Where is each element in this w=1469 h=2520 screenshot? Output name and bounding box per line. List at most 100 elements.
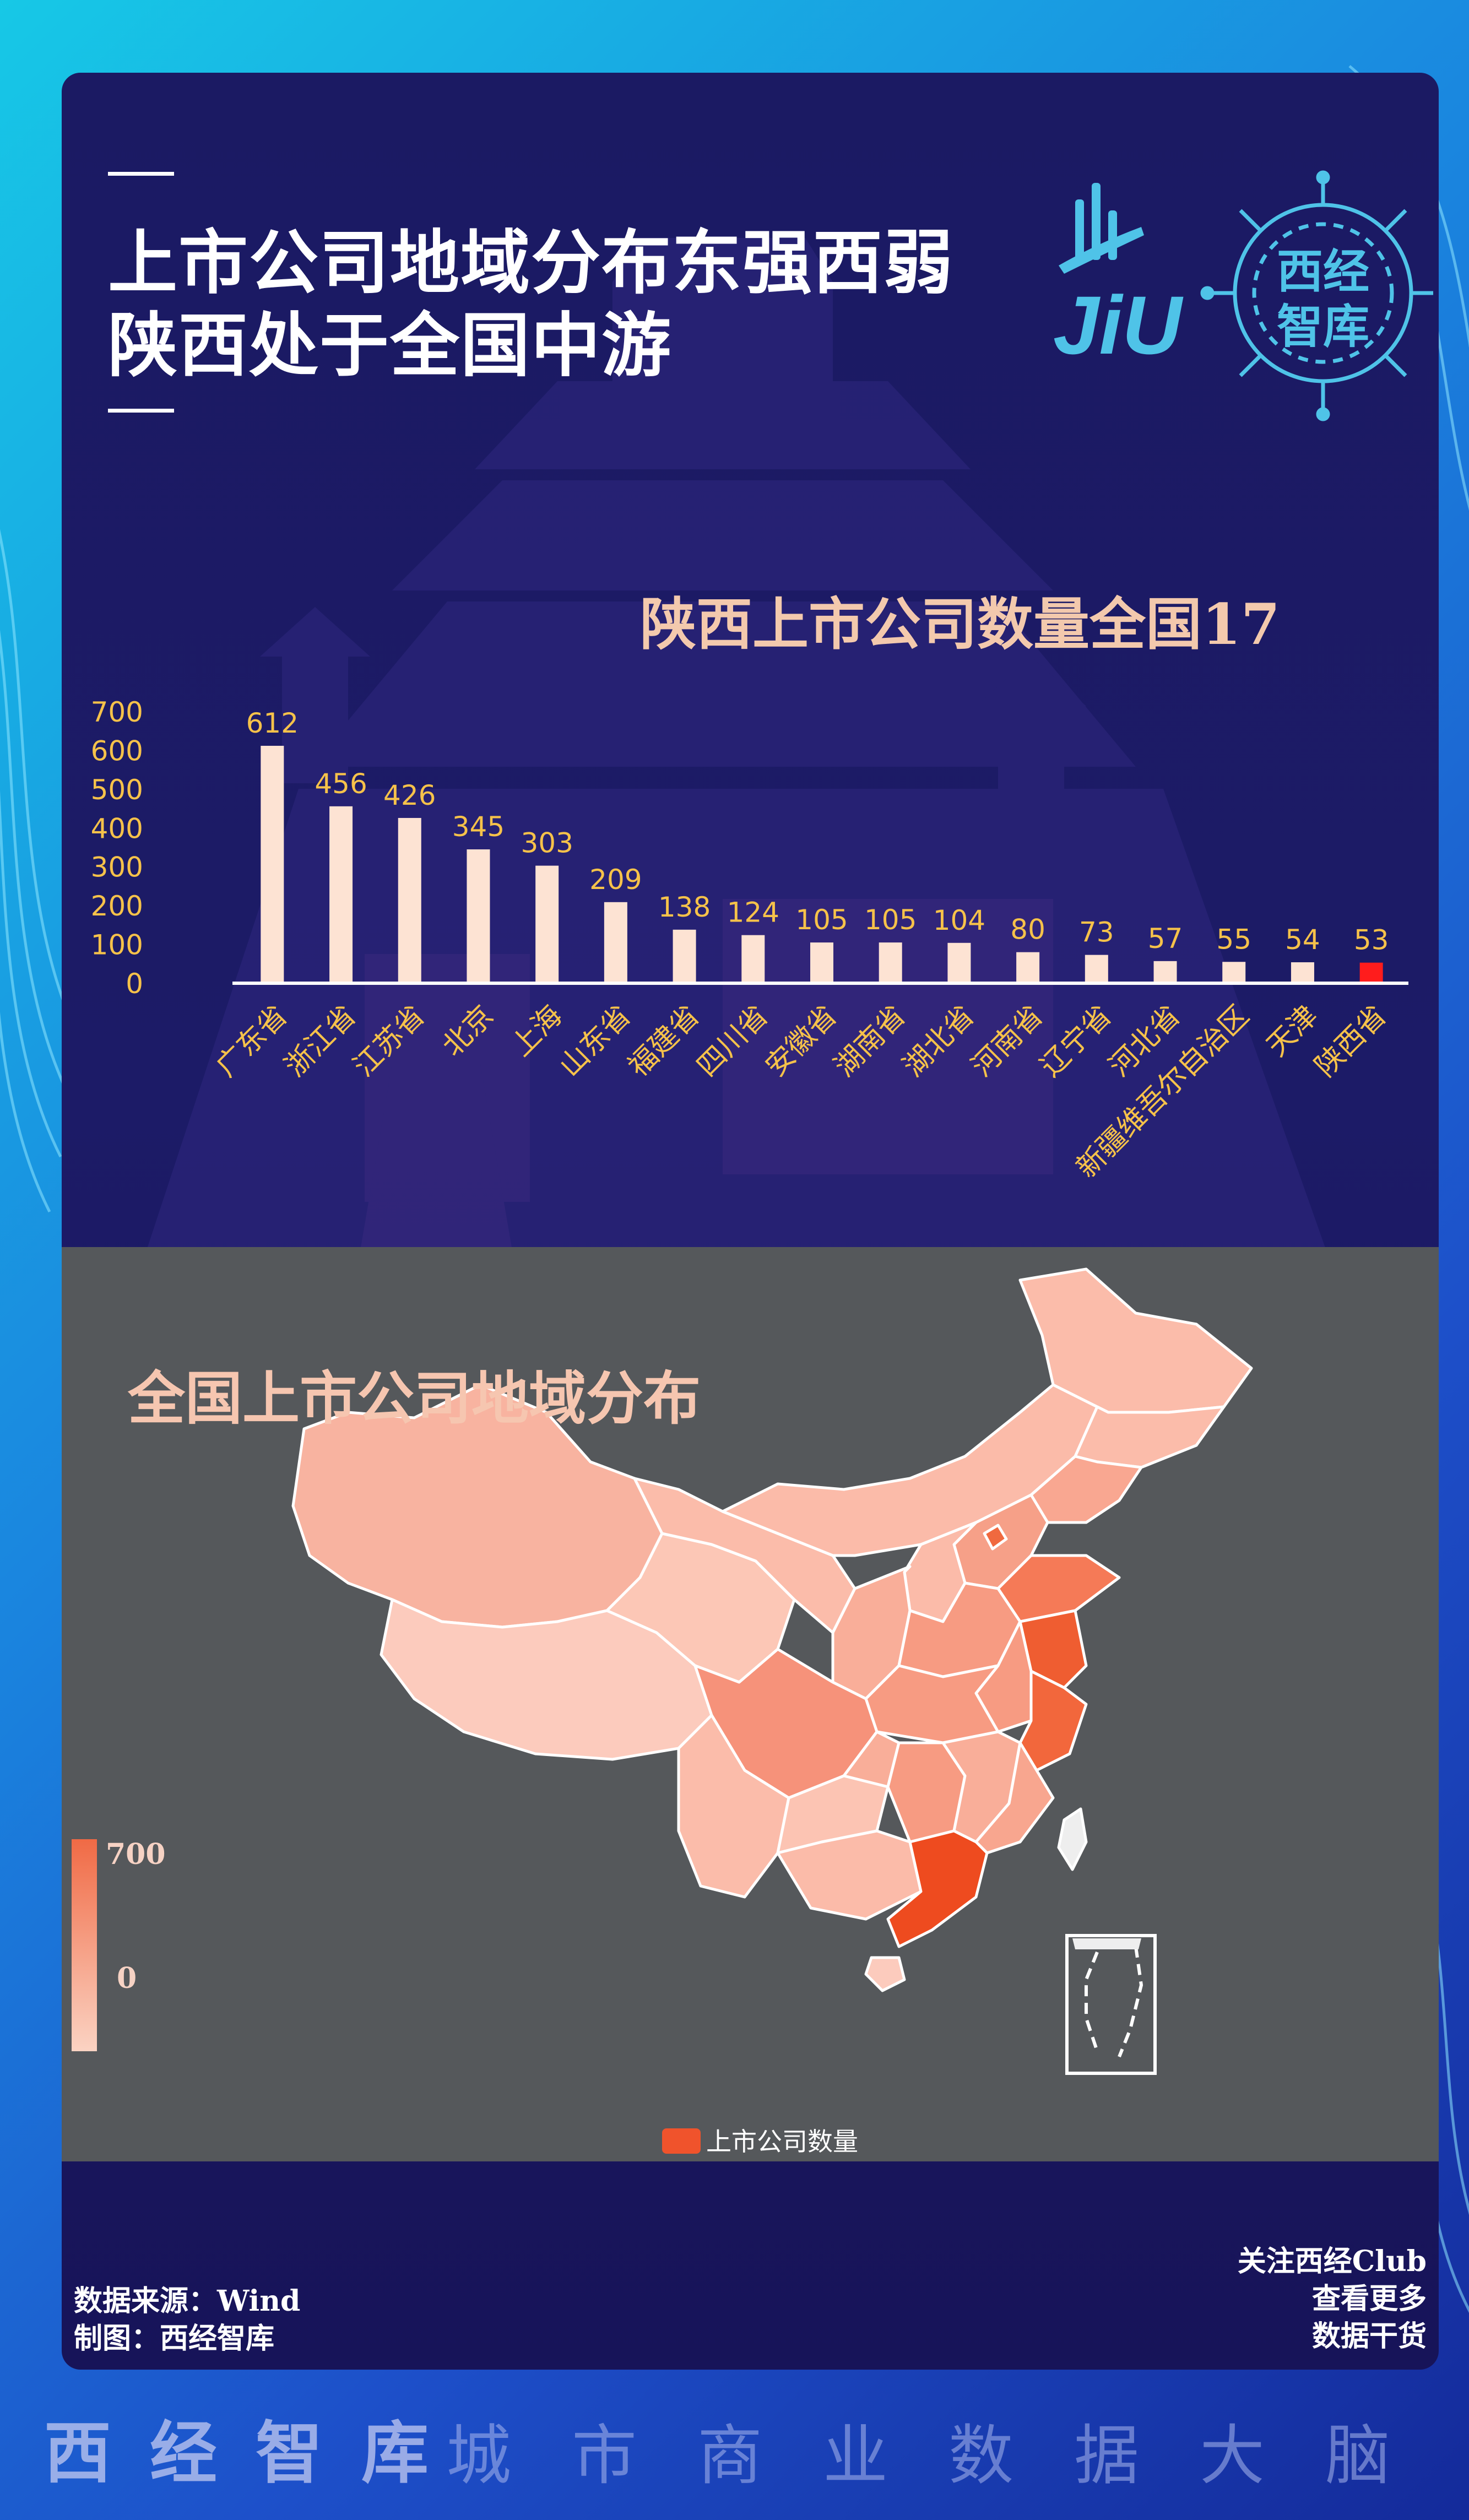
bar[interactable] <box>535 865 559 983</box>
legend-label[interactable]: 上市公司数量 <box>706 2127 858 2156</box>
bar-value-label: 55 <box>1216 923 1251 955</box>
bar-chart-title: 陕西上市公司数量全国17 <box>640 592 1280 658</box>
region-beijing[interactable] <box>983 1524 1008 1551</box>
bar[interactable] <box>604 902 627 983</box>
category-label: 山东省 <box>553 999 637 1083</box>
category-label: 北京 <box>436 999 500 1063</box>
pagoda-illustration <box>144 238 1329 1257</box>
bar[interactable] <box>741 935 765 983</box>
bar[interactable] <box>1085 955 1108 983</box>
region-taiwan[interactable] <box>1057 1807 1088 1871</box>
bar[interactable] <box>673 929 696 983</box>
bar-value-label: 54 <box>1285 924 1320 956</box>
legend-swatch[interactable] <box>662 2128 701 2154</box>
y-tick-label: 500 <box>91 774 143 806</box>
bar[interactable] <box>1359 962 1383 983</box>
category-label: 河南省 <box>966 999 1050 1083</box>
y-tick-label: 0 <box>126 968 143 1000</box>
y-tick-label: 400 <box>91 812 143 844</box>
bar[interactable] <box>1153 961 1177 983</box>
bars <box>261 745 1383 983</box>
region-gansu[interactable] <box>633 1477 857 1634</box>
y-tick-label: 200 <box>91 890 143 922</box>
y-tick-label: 700 <box>91 696 143 728</box>
bar-value-label: 104 <box>933 904 985 936</box>
slogan-char: 业 <box>823 2418 888 2494</box>
bar[interactable] <box>1222 962 1246 983</box>
inset-island <box>1072 1938 1141 1949</box>
chart-maker: 制图：西经智库 <box>74 2322 275 2355</box>
bottom-brand: 西经智库 <box>44 2413 467 2492</box>
bar[interactable] <box>398 817 421 983</box>
bar[interactable] <box>467 849 490 983</box>
bar[interactable] <box>810 942 833 983</box>
bar-value-label: 80 <box>1010 914 1045 946</box>
slogan-char: 据 <box>1074 2418 1140 2494</box>
category-label: 湖南省 <box>828 999 912 1083</box>
infographic-card: 上市公司地域分布东强西弱 陕西处于全国中游 JiU 西经 智库 陕西上市公司数量… <box>62 73 1439 2370</box>
y-tick-label: 300 <box>91 852 143 884</box>
y-tick-label: 100 <box>91 929 143 961</box>
slogan-char: 市 <box>572 2418 637 2494</box>
footer-follow: 关注西经Club 查看更多 数据干货 <box>1238 2243 1427 2355</box>
title-line-2: 陕西处于全国中游 <box>108 305 672 386</box>
region-yunnan[interactable] <box>677 1714 790 1899</box>
visual-map-max-label: 700 <box>106 1838 166 1871</box>
category-label: 福建省 <box>622 999 706 1083</box>
bar[interactable] <box>947 942 971 983</box>
follow-line-2: 查看更多 <box>1311 2282 1427 2316</box>
category-label: 辽宁省 <box>1034 999 1118 1083</box>
bar-value-label: 57 <box>1148 923 1183 955</box>
map-title: 全国上市公司地域分布 <box>128 1364 701 1432</box>
title-top-rule <box>108 172 174 176</box>
bar-value-label: 124 <box>727 897 779 929</box>
bar-value-label: 73 <box>1079 917 1114 949</box>
bar-value-label: 345 <box>452 811 505 843</box>
y-axis-ticks: 700 600 500 400 300 200 100 0 <box>91 696 143 1000</box>
slogan-char: 脑 <box>1325 2418 1391 2494</box>
bar-value-label: 426 <box>383 779 436 811</box>
region-jilin[interactable] <box>1074 1405 1226 1469</box>
bar-value-label: 612 <box>246 707 299 739</box>
value-labels: 612 456 426 345 303 209 138 124 105 105 104 80 73 57 5… <box>246 707 1389 956</box>
region-hubei[interactable] <box>864 1664 1000 1744</box>
region-fujian[interactable] <box>974 1741 1055 1855</box>
bar[interactable] <box>1291 962 1314 983</box>
jiu-logo: JiU 西经 智库 <box>1053 170 1433 421</box>
region-guangdong[interactable] <box>886 1829 989 1948</box>
follow-line-3: 数据干货 <box>1311 2320 1427 2353</box>
category-label: 湖北省 <box>897 999 981 1083</box>
title-bottom-rule <box>108 409 174 413</box>
bar-value-label: 303 <box>521 827 573 859</box>
bar-value-label: 53 <box>1354 924 1389 956</box>
bar-chart: 700 600 500 400 300 200 100 0 612 456 426 345 303 20… <box>91 696 1408 1185</box>
region-liaoning[interactable] <box>1029 1455 1143 1524</box>
slogan-char: 大 <box>1200 2418 1265 2494</box>
bar-value-label: 105 <box>864 904 917 936</box>
slogan-char: 数 <box>948 2418 1014 2494</box>
bar-value-label: 105 <box>795 904 848 936</box>
bar[interactable] <box>879 942 902 983</box>
page-title: 上市公司地域分布东强西弱 陕西处于全国中游 <box>108 221 954 387</box>
logo-badge-line-1: 西经 <box>1277 244 1369 299</box>
region-zhejiang[interactable] <box>1018 1670 1088 1772</box>
visual-map-bar[interactable] <box>72 1839 97 2051</box>
logo-mark-text: JiU <box>1053 279 1184 371</box>
category-label: 陕西省 <box>1309 999 1393 1083</box>
data-source: 数据来源：Wind <box>74 2284 301 2318</box>
visual-map-min-label: 0 <box>117 1961 137 1995</box>
bar-value-label: 138 <box>658 891 711 923</box>
bottom-slogan: 城市商业数据大脑 <box>446 2403 1451 2497</box>
bar[interactable] <box>329 806 353 983</box>
slogan-char: 城 <box>446 2418 512 2494</box>
bar-value-label: 209 <box>589 864 642 896</box>
map-panel: 700 0 上市公司数量 全国上市公司地域分布 <box>62 1247 1439 2161</box>
china-map: 700 0 上市公司数量 <box>72 1267 1253 2156</box>
bar[interactable] <box>1016 952 1040 983</box>
bar-mark-icon <box>1059 183 1144 274</box>
y-tick-label: 600 <box>91 735 143 767</box>
category-label: 安徽省 <box>759 999 843 1083</box>
region-hainan[interactable] <box>864 1956 906 1992</box>
bar[interactable] <box>261 745 284 983</box>
